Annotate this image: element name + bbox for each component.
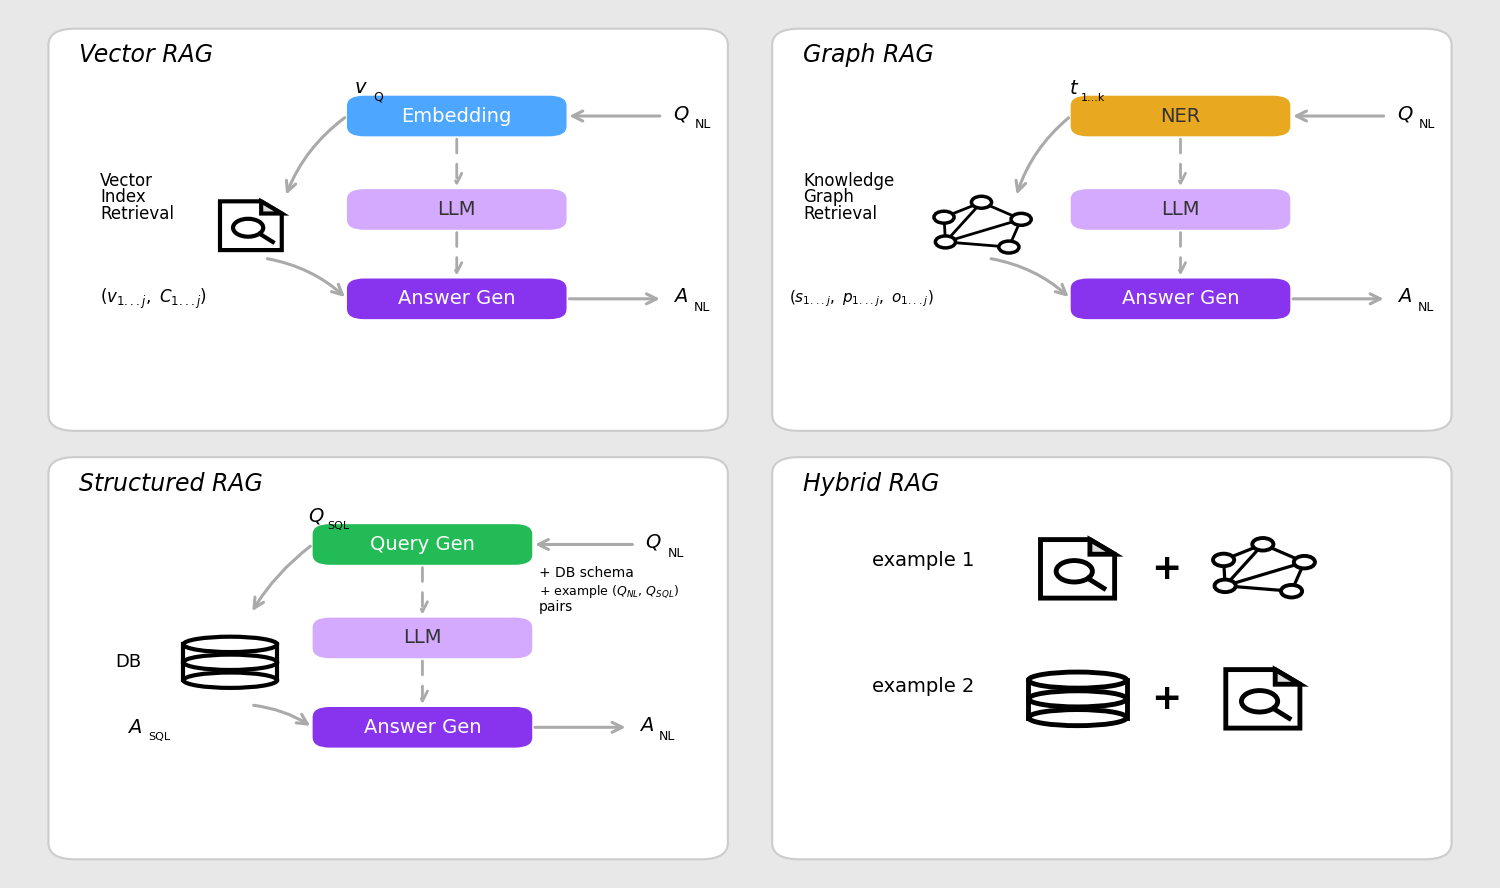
Text: $A$: $A$ (639, 716, 654, 734)
Text: Graph: Graph (802, 188, 853, 206)
Polygon shape (1029, 699, 1126, 718)
Polygon shape (220, 202, 282, 250)
Text: Answer Gen: Answer Gen (363, 718, 482, 737)
FancyBboxPatch shape (772, 457, 1452, 860)
FancyBboxPatch shape (48, 28, 727, 431)
FancyBboxPatch shape (1071, 279, 1290, 319)
Text: example 2: example 2 (871, 678, 974, 696)
Text: pairs: pairs (538, 600, 573, 614)
Text: $A$: $A$ (1396, 288, 1411, 306)
Text: Graph RAG: Graph RAG (802, 44, 934, 67)
Polygon shape (261, 202, 282, 213)
Text: $A$: $A$ (674, 288, 688, 306)
FancyBboxPatch shape (346, 96, 567, 137)
Text: Answer Gen: Answer Gen (398, 289, 516, 308)
Text: $Q$: $Q$ (1396, 104, 1413, 124)
Circle shape (1294, 556, 1316, 568)
FancyBboxPatch shape (312, 618, 532, 658)
Text: $(v_{1...j},\ C_{1...j})$: $(v_{1...j},\ C_{1...j})$ (100, 287, 207, 311)
Text: 1...k: 1...k (1080, 92, 1106, 103)
Text: $Q$: $Q$ (308, 506, 324, 526)
Text: LLM: LLM (404, 629, 441, 647)
Text: $v$: $v$ (354, 78, 368, 97)
Text: NL: NL (668, 547, 684, 560)
FancyBboxPatch shape (312, 524, 532, 565)
Ellipse shape (183, 654, 278, 670)
Text: Vector: Vector (100, 172, 153, 190)
Circle shape (1252, 538, 1274, 551)
Polygon shape (1041, 540, 1114, 599)
FancyBboxPatch shape (48, 457, 727, 860)
Text: LLM: LLM (1161, 200, 1200, 219)
Ellipse shape (1029, 691, 1126, 707)
Text: $(s_{1...j},\ p_{1...j},\ o_{1...j})$: $(s_{1...j},\ p_{1...j},\ o_{1...j})$ (789, 289, 934, 309)
FancyBboxPatch shape (1071, 189, 1290, 230)
Text: $A$: $A$ (128, 718, 142, 737)
Text: Query Gen: Query Gen (370, 535, 476, 554)
Polygon shape (183, 645, 278, 662)
Text: + DB schema: + DB schema (538, 566, 634, 580)
Polygon shape (183, 662, 278, 680)
Ellipse shape (183, 672, 278, 688)
Polygon shape (1226, 670, 1300, 728)
Text: + example ($Q_{NL}$, $Q_{SQL}$): + example ($Q_{NL}$, $Q_{SQL}$) (538, 583, 680, 599)
Circle shape (999, 241, 1018, 253)
Text: NL: NL (693, 301, 709, 314)
Circle shape (972, 196, 992, 208)
Text: SQL: SQL (148, 733, 170, 742)
Polygon shape (1029, 680, 1126, 699)
FancyBboxPatch shape (346, 279, 567, 319)
Text: +: + (1152, 682, 1182, 716)
Text: NER: NER (1161, 107, 1200, 125)
Text: DB: DB (116, 654, 141, 671)
Text: SQL: SQL (327, 521, 350, 531)
Circle shape (936, 236, 956, 248)
Text: Retrieval: Retrieval (100, 204, 174, 223)
Text: Answer Gen: Answer Gen (1122, 289, 1239, 308)
Text: Index: Index (100, 188, 146, 206)
Text: example 1: example 1 (871, 551, 974, 570)
Ellipse shape (183, 637, 278, 652)
Text: Vector RAG: Vector RAG (80, 44, 213, 67)
Circle shape (1215, 580, 1236, 592)
Text: Structured RAG: Structured RAG (80, 472, 262, 496)
Text: Knowledge: Knowledge (802, 172, 894, 190)
Circle shape (1214, 553, 1234, 567)
Text: NL: NL (658, 730, 675, 742)
FancyBboxPatch shape (312, 707, 532, 748)
Text: Hybrid RAG: Hybrid RAG (802, 472, 939, 496)
Text: Retrieval: Retrieval (802, 204, 877, 223)
Polygon shape (1090, 540, 1114, 554)
Circle shape (1281, 585, 1302, 598)
Ellipse shape (1029, 672, 1126, 688)
FancyBboxPatch shape (1071, 96, 1290, 137)
FancyBboxPatch shape (772, 28, 1452, 431)
Text: +: + (1152, 551, 1182, 586)
Text: Q: Q (374, 90, 382, 103)
Circle shape (1011, 213, 1031, 226)
FancyBboxPatch shape (346, 189, 567, 230)
Ellipse shape (1029, 710, 1126, 725)
Text: NL: NL (694, 118, 711, 131)
Text: $t$: $t$ (1070, 79, 1080, 98)
Polygon shape (1275, 670, 1300, 685)
Text: Embedding: Embedding (402, 107, 512, 125)
Text: $Q$: $Q$ (645, 533, 662, 552)
Text: LLM: LLM (438, 200, 476, 219)
Circle shape (934, 211, 954, 223)
Text: NL: NL (1419, 118, 1436, 131)
Text: NL: NL (1418, 301, 1434, 314)
Text: $Q$: $Q$ (674, 104, 690, 124)
